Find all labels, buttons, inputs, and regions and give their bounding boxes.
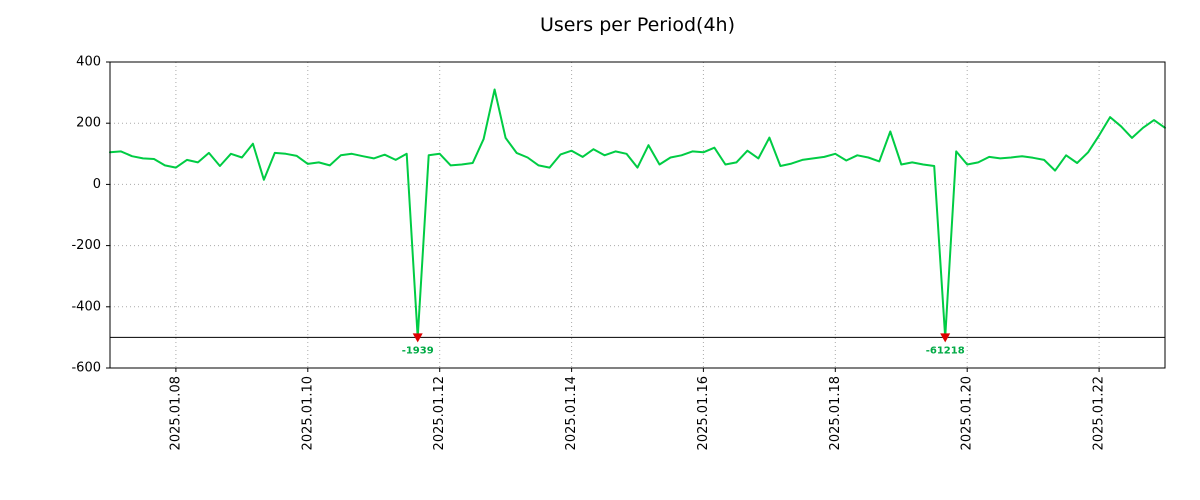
y-tick-label: 400: [76, 55, 101, 70]
x-tick-label: 2025.01.18: [828, 376, 843, 450]
spike-marker-icon: [412, 333, 423, 343]
axes-frame: [109, 61, 1166, 369]
x-tick-label: 2025.01.14: [564, 376, 579, 450]
y-tick-label: -400: [71, 299, 101, 314]
y-tick-label: -600: [71, 361, 101, 376]
x-tick-label: 2025.01.10: [300, 376, 315, 450]
x-tick-label: 2025.01.12: [432, 376, 447, 450]
x-tick-label: 2025.01.08: [168, 376, 183, 450]
y-tick-label: 200: [76, 116, 101, 131]
x-tick-label: 2025.01.16: [696, 376, 711, 450]
spike-marker-icon: [940, 333, 951, 343]
data-line: [109, 88, 1166, 339]
spike-value-label: -1939: [402, 345, 434, 356]
y-tick-label: 0: [93, 177, 101, 192]
spike-value-label: -61218: [926, 345, 965, 356]
y-tick-label: -200: [71, 238, 101, 253]
x-tick-label: 2025.01.22: [1092, 376, 1107, 450]
chart-title: Users per Period(4h): [539, 14, 736, 36]
x-tick-label: 2025.01.20: [960, 376, 975, 450]
